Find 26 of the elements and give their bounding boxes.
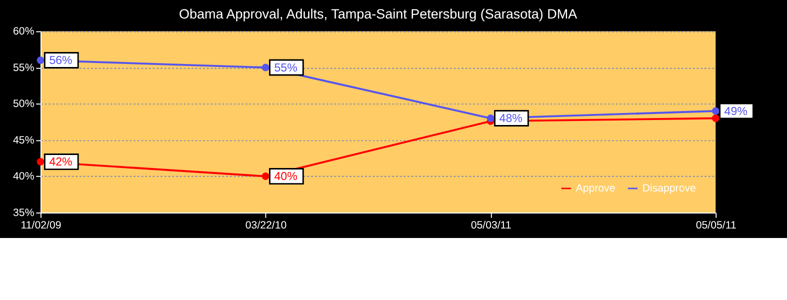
point: [36, 158, 44, 166]
data-label: 55%: [274, 62, 298, 74]
point: [262, 64, 270, 72]
point: [486, 114, 494, 122]
point: [712, 114, 720, 122]
data-label: 40%: [274, 171, 298, 184]
x-tick-label: 11/02/09: [20, 219, 62, 232]
y-tick-label: 50%: [13, 98, 35, 110]
y-tick-label: 45%: [13, 134, 35, 146]
point: [262, 172, 270, 180]
legend-label: Approve: [576, 182, 616, 194]
y-tick-label: 55%: [13, 62, 35, 74]
chart-title: Obama Approval, Adults, Tampa-Saint Petersburg (Sarasota) DMA: [178, 6, 578, 22]
y-tick-label: 40%: [13, 170, 35, 183]
data-label: 48%: [499, 113, 522, 126]
x-tick-label: 05/05/11: [696, 219, 736, 232]
data-label: 49%: [724, 106, 748, 118]
x-tick-label: 03/22/10: [245, 219, 287, 232]
y-tick-label: 60%: [13, 26, 35, 38]
y-tick-label: 35%: [13, 206, 35, 219]
x-tick-label: 05/03/11: [470, 219, 512, 232]
data-label: 42%: [49, 156, 72, 169]
point: [712, 107, 720, 115]
data-label: 56%: [49, 55, 72, 68]
point: [36, 56, 44, 64]
legend-label: Disapprove: [642, 182, 696, 194]
